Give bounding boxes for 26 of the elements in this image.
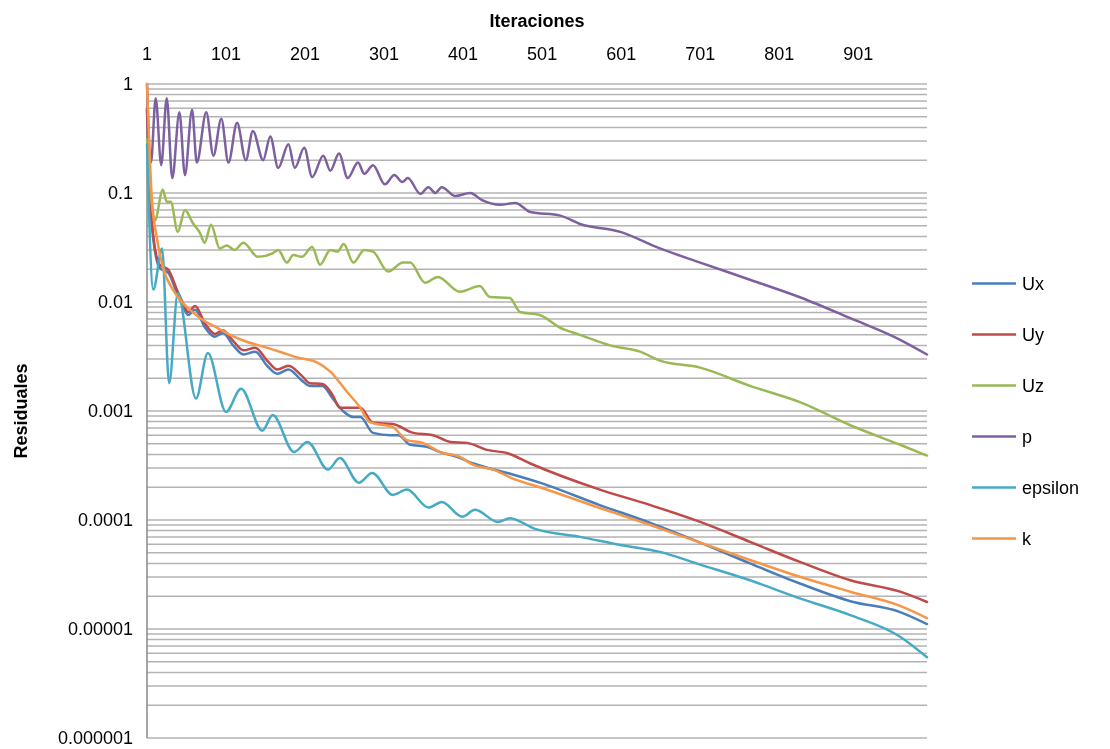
legend-label: Uz — [1022, 375, 1044, 396]
y-tick-label: 1 — [122, 74, 133, 95]
x-tick-label: 101 — [211, 44, 242, 64]
legend-label: epsilon — [1022, 477, 1080, 498]
x-tick-label: 201 — [290, 44, 321, 64]
y-tick-label: 0.00001 — [67, 619, 133, 640]
line-series — [145, 138, 929, 457]
x-tick-label: 601 — [606, 44, 637, 64]
legend-label: k — [1022, 528, 1032, 549]
legend-label: Ux — [1022, 273, 1044, 294]
x-tick-label: 901 — [843, 44, 874, 64]
x-tick-label: 1 — [141, 44, 153, 64]
y-tick-label: 0.01 — [97, 292, 133, 313]
x-tick-label: 301 — [369, 44, 400, 64]
x-axis-title: Iteraciones — [489, 11, 585, 31]
x-tick-label: 801 — [764, 44, 795, 64]
y-tick-label: 0.001 — [87, 401, 133, 422]
y-tick-label: 0.1 — [107, 183, 133, 204]
x-tick-label: 701 — [685, 44, 716, 64]
y-tick-label: 0.000001 — [57, 728, 133, 749]
legend-label: Uy — [1022, 324, 1044, 345]
y-tick-label: 0.0001 — [77, 510, 133, 531]
x-tick-label: 501 — [527, 44, 558, 64]
x-tick-label: 401 — [448, 44, 479, 64]
y-axis-title: Residuales — [11, 363, 31, 459]
legend-label: p — [1022, 426, 1033, 447]
